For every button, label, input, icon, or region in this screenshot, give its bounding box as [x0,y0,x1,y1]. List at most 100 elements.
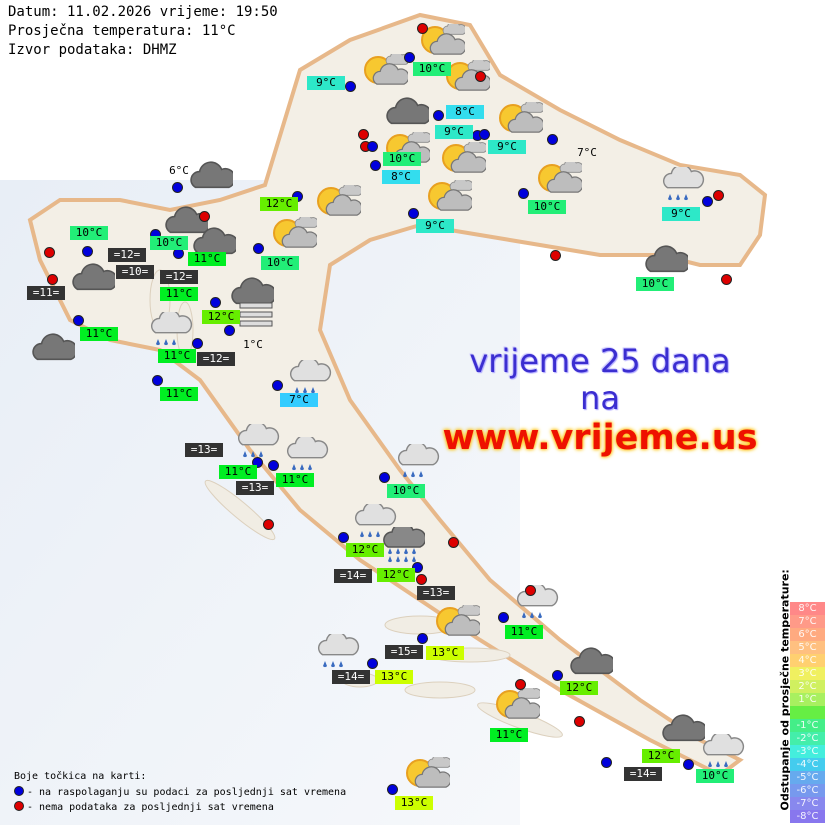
sea-temperature-label: =14= [332,670,370,684]
sea-temperature-label: =14= [624,767,662,781]
air-temperature-label: 11°C [160,287,198,301]
banner-line-1[interactable]: vrijeme 25 dana [469,342,731,380]
station-dot-blue[interactable] [268,460,279,471]
station-dot-red[interactable] [475,71,486,82]
partly-cloudy-icon [490,684,542,724]
station-dot-blue[interactable] [253,243,264,254]
air-temperature-label: 6°C [169,164,189,177]
scale-step: -6°C [790,784,825,797]
air-temperature-label: 11°C [80,327,118,341]
station-dot-blue[interactable] [370,160,381,171]
air-temperature-label: 13°C [426,646,464,660]
station-dot-blue[interactable] [518,188,529,199]
air-temperature-label: 7°C [577,146,597,159]
datetime-text: Datum: 11.02.2026 vrijeme: 19:50 [8,4,278,20]
air-temperature-label: 10°C [413,62,451,76]
scale-step: 7°C [790,615,825,628]
air-temperature-label: 10°C [636,277,674,291]
sea-temperature-label: =10= [116,265,154,279]
air-temperature-label: 10°C [70,226,108,240]
scale-step: -7°C [790,797,825,810]
sea-temperature-label: =12= [160,270,198,284]
station-dot-blue[interactable] [210,297,221,308]
station-dot-blue[interactable] [433,110,444,121]
sea-temperature-label: =11= [27,286,65,300]
station-dot-red[interactable] [574,716,585,727]
station-dot-blue[interactable] [152,375,163,386]
scale-step: 4°C [790,654,825,667]
red-dot-icon [14,801,24,811]
overcast-icon [25,328,78,364]
scale-step: 5°C [790,641,825,654]
station-dot-red[interactable] [44,247,55,258]
station-dot-blue[interactable] [172,182,183,193]
station-dot-blue[interactable] [82,246,93,257]
air-temperature-label: 12°C [642,749,680,763]
light-rain-icon [279,434,329,473]
station-dot-red[interactable] [47,274,58,285]
station-dot-red[interactable] [713,190,724,201]
partly-cloudy-icon [430,601,482,641]
air-temperature-label: 12°C [202,310,240,324]
scale-step: -5°C [790,771,825,784]
overcast-icon [638,240,691,276]
station-dot-blue[interactable] [367,658,378,669]
partly-cloudy-icon [415,20,467,60]
station-dot-blue[interactable] [408,208,419,219]
station-dot-blue[interactable] [702,196,713,207]
station-dot-red[interactable] [199,211,210,222]
air-temperature-label: 12°C [560,681,598,695]
average-temperature-text: Prosječna temperatura: 11°C [8,23,236,39]
station-dot-red[interactable] [417,23,428,34]
station-dot-blue[interactable] [417,633,428,644]
station-dot-blue[interactable] [479,129,490,140]
air-temperature-label: 9°C [662,207,700,221]
sea-temperature-label: =13= [417,586,455,600]
station-dot-blue[interactable] [683,759,694,770]
banner-website-link[interactable]: www.vrijeme.us [442,418,758,458]
overcast-icon [379,92,432,128]
station-dot-blue[interactable] [272,380,283,391]
station-dot-blue[interactable] [73,315,84,326]
air-temperature-label: 11°C [219,465,257,479]
banner-line-2[interactable]: na [580,379,620,417]
station-dot-blue[interactable] [192,338,203,349]
light-rain-icon [230,421,280,460]
light-rain-icon [282,357,332,396]
legend-red: - nema podataka za posljednji sat vremen… [14,801,274,814]
station-dot-red[interactable] [550,250,561,261]
station-dot-red[interactable] [515,679,526,690]
station-dot-red[interactable] [721,274,732,285]
station-dot-blue[interactable] [547,134,558,145]
air-temperature-label: 10°C [383,152,421,166]
station-dot-red[interactable] [263,519,274,530]
partly-cloudy-icon [422,176,474,216]
sea-temperature-label: =13= [185,443,223,457]
station-dot-red[interactable] [448,537,459,548]
station-dot-blue[interactable] [367,141,378,152]
station-dot-blue[interactable] [498,612,509,623]
scale-step: -3°C [790,745,825,758]
air-temperature-label: 10°C [387,484,425,498]
station-dot-blue[interactable] [601,757,612,768]
air-temperature-label: 7°C [280,393,318,407]
station-dot-blue[interactable] [379,472,390,483]
station-dot-blue[interactable] [412,562,423,573]
scale-step: -2°C [790,732,825,745]
station-dot-blue[interactable] [404,52,415,63]
station-dot-blue[interactable] [252,457,263,468]
air-temperature-label: 1°C [243,338,263,351]
station-dot-red[interactable] [416,574,427,585]
overcast-icon [65,258,118,294]
light-rain-icon [655,164,705,203]
scale-step: 1°C [790,693,825,706]
station-dot-blue[interactable] [345,81,356,92]
scale-step: -1°C [790,719,825,732]
station-dot-blue[interactable] [338,532,349,543]
station-dot-blue[interactable] [387,784,398,795]
station-dot-red[interactable] [358,129,369,140]
station-dot-blue[interactable] [552,670,563,681]
station-dot-red[interactable] [525,585,536,596]
air-temperature-label: 11°C [188,252,226,266]
station-dot-blue[interactable] [224,325,235,336]
